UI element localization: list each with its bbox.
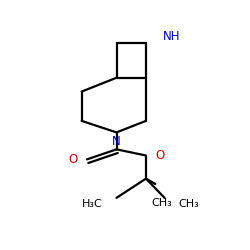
Text: H₃C: H₃C bbox=[82, 199, 102, 209]
Text: O: O bbox=[68, 153, 78, 166]
Text: N: N bbox=[112, 135, 121, 148]
Text: O: O bbox=[155, 149, 164, 162]
Text: CH₃: CH₃ bbox=[178, 199, 199, 209]
Text: NH: NH bbox=[163, 30, 180, 44]
Text: CH₃: CH₃ bbox=[151, 198, 172, 208]
